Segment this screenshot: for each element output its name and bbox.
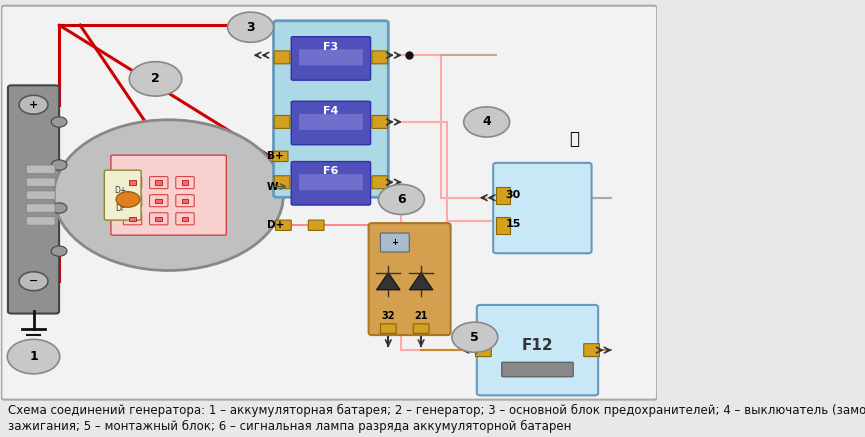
FancyBboxPatch shape	[129, 180, 136, 185]
Text: F12: F12	[522, 338, 554, 354]
Text: зажигания; 5 – монтажный блок; 6 – сигнальная лампа разряда аккумуляторной батар: зажигания; 5 – монтажный блок; 6 – сигна…	[8, 420, 571, 433]
FancyBboxPatch shape	[150, 177, 168, 189]
Text: 15: 15	[505, 218, 521, 229]
FancyBboxPatch shape	[26, 178, 55, 187]
FancyBboxPatch shape	[129, 217, 136, 221]
FancyBboxPatch shape	[274, 51, 290, 64]
FancyBboxPatch shape	[105, 170, 141, 220]
FancyBboxPatch shape	[176, 177, 194, 189]
FancyBboxPatch shape	[150, 213, 168, 225]
FancyBboxPatch shape	[477, 305, 598, 395]
FancyBboxPatch shape	[150, 195, 168, 207]
Text: +: +	[391, 238, 399, 247]
FancyBboxPatch shape	[372, 176, 388, 189]
FancyBboxPatch shape	[182, 198, 189, 203]
FancyBboxPatch shape	[26, 191, 55, 199]
FancyBboxPatch shape	[292, 101, 370, 145]
FancyBboxPatch shape	[298, 173, 363, 191]
FancyBboxPatch shape	[129, 198, 136, 203]
Circle shape	[452, 322, 497, 352]
Circle shape	[116, 192, 140, 207]
FancyBboxPatch shape	[381, 233, 409, 252]
FancyBboxPatch shape	[502, 362, 573, 377]
FancyBboxPatch shape	[156, 198, 162, 203]
Text: 2: 2	[151, 73, 160, 85]
Circle shape	[51, 246, 67, 256]
Text: 21: 21	[414, 311, 428, 321]
Polygon shape	[376, 273, 400, 290]
FancyBboxPatch shape	[476, 343, 491, 357]
Circle shape	[19, 272, 48, 291]
FancyBboxPatch shape	[368, 223, 451, 335]
Text: 32: 32	[381, 311, 395, 321]
FancyBboxPatch shape	[124, 213, 142, 225]
FancyBboxPatch shape	[156, 180, 162, 185]
FancyBboxPatch shape	[584, 343, 599, 357]
FancyBboxPatch shape	[176, 195, 194, 207]
FancyBboxPatch shape	[381, 324, 396, 333]
FancyBboxPatch shape	[308, 220, 324, 230]
Text: 🔑: 🔑	[569, 130, 580, 148]
FancyBboxPatch shape	[372, 115, 388, 128]
Circle shape	[51, 203, 67, 213]
Text: +: +	[29, 100, 38, 110]
Text: D+: D+	[114, 186, 126, 195]
Text: B+: B+	[267, 151, 284, 161]
FancyBboxPatch shape	[26, 165, 55, 173]
Circle shape	[7, 340, 60, 374]
FancyBboxPatch shape	[274, 176, 290, 189]
Circle shape	[51, 160, 67, 170]
FancyBboxPatch shape	[176, 213, 194, 225]
FancyBboxPatch shape	[124, 177, 142, 189]
Text: 4: 4	[483, 115, 491, 128]
Text: 30: 30	[505, 190, 521, 200]
Text: 5: 5	[471, 331, 479, 344]
Text: F6: F6	[324, 166, 338, 177]
FancyBboxPatch shape	[273, 21, 388, 197]
FancyBboxPatch shape	[124, 195, 142, 207]
Text: 6: 6	[397, 193, 406, 206]
FancyBboxPatch shape	[292, 162, 370, 205]
Circle shape	[129, 62, 182, 96]
Text: F3: F3	[324, 42, 338, 52]
Circle shape	[51, 117, 67, 127]
FancyBboxPatch shape	[298, 49, 363, 66]
Text: DF: DF	[115, 204, 125, 212]
FancyBboxPatch shape	[272, 151, 288, 162]
FancyBboxPatch shape	[8, 85, 59, 313]
Text: Схема соединений генератора: 1 – аккумуляторная батарея; 2 – генератор; 3 – осно: Схема соединений генератора: 1 – аккумул…	[8, 404, 865, 417]
Circle shape	[54, 120, 284, 271]
FancyBboxPatch shape	[156, 217, 162, 221]
Text: 1: 1	[29, 350, 38, 363]
FancyBboxPatch shape	[182, 180, 189, 185]
FancyBboxPatch shape	[2, 6, 657, 400]
FancyBboxPatch shape	[497, 217, 509, 234]
FancyBboxPatch shape	[182, 217, 189, 221]
FancyBboxPatch shape	[26, 204, 55, 212]
FancyBboxPatch shape	[298, 113, 363, 131]
FancyBboxPatch shape	[372, 51, 388, 64]
Text: F4: F4	[324, 106, 338, 116]
FancyBboxPatch shape	[111, 155, 227, 235]
FancyBboxPatch shape	[292, 37, 370, 80]
FancyBboxPatch shape	[275, 220, 292, 230]
Circle shape	[379, 184, 425, 215]
Text: D+: D+	[267, 220, 285, 230]
FancyBboxPatch shape	[493, 163, 592, 253]
FancyBboxPatch shape	[274, 115, 290, 128]
Circle shape	[464, 107, 509, 137]
Polygon shape	[409, 273, 432, 290]
FancyBboxPatch shape	[26, 217, 55, 225]
Text: W: W	[267, 181, 279, 191]
Text: 3: 3	[247, 21, 255, 34]
Circle shape	[19, 95, 48, 114]
FancyBboxPatch shape	[497, 187, 509, 204]
FancyBboxPatch shape	[413, 324, 429, 333]
Text: −: −	[29, 276, 38, 286]
Circle shape	[227, 12, 273, 42]
